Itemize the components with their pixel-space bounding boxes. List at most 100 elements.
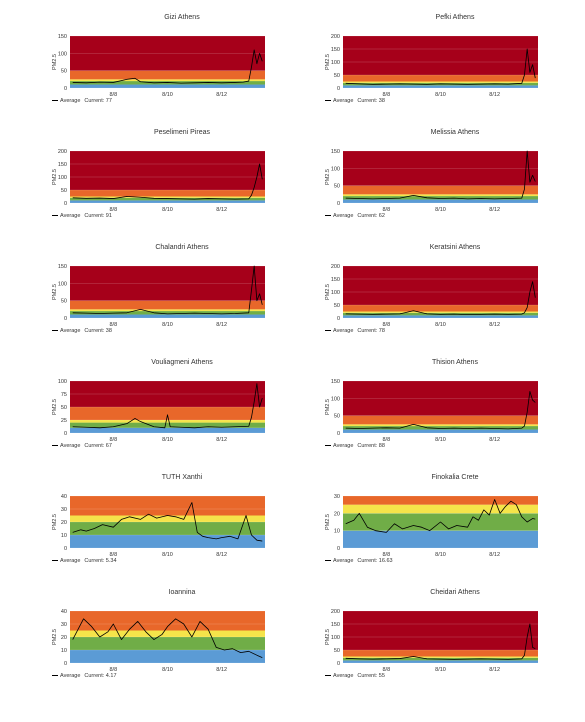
legend-label: Average [333, 443, 354, 449]
aqi-band [70, 151, 265, 190]
x-tick-label: 8/10 [162, 92, 173, 98]
aqi-band [343, 426, 538, 430]
chart-panel: Peselimeni Pireas 0 50 100 150 200 8/8 8/10 8/12… [52, 129, 312, 229]
y-tick-label: 50 [61, 188, 67, 194]
chart-legend: Average Current: 5.34 [52, 558, 117, 564]
legend-current-value: 55 [378, 673, 385, 679]
x-tick-label: 8/10 [435, 92, 446, 98]
aqi-band [70, 381, 265, 407]
series-line [72, 163, 263, 200]
aqi-band [70, 427, 265, 433]
x-tick-label: 8/10 [435, 667, 446, 673]
x-tick-label: 8/8 [383, 552, 391, 558]
legend-swatch [325, 445, 331, 447]
y-tick-label: 40 [61, 609, 67, 615]
y-axis-label: PM2.5 [52, 284, 58, 300]
chart-svg: 0 25 50 75 100 8/8 8/10 8/12 PM2.5 [52, 379, 265, 443]
aqi-band [343, 656, 538, 658]
chart-title: Thision Athens [432, 359, 478, 366]
x-tick-label: 8/12 [216, 437, 227, 443]
aqi-band [70, 311, 265, 315]
y-tick-label: 150 [58, 34, 67, 40]
chart-legend: Average Current: 4.17 [52, 673, 117, 679]
aqi-band [343, 415, 538, 425]
y-tick-label: 0 [337, 546, 340, 552]
legend-current-label: Current: [84, 558, 105, 564]
aqi-band [70, 309, 265, 312]
legend-label: Average [333, 673, 354, 679]
y-tick-label: 0 [337, 201, 340, 207]
aqi-band [70, 266, 265, 301]
chart-legend: Average Current: 38 [52, 328, 112, 334]
legend-current-label: Current: [84, 213, 105, 219]
y-tick-label: 200 [331, 264, 340, 270]
y-tick-label: 200 [58, 149, 67, 155]
x-tick-label: 8/8 [383, 667, 391, 673]
y-tick-label: 40 [61, 494, 67, 500]
y-tick-label: 100 [58, 281, 67, 287]
aqi-band [70, 300, 265, 310]
legend-swatch [52, 445, 58, 447]
series-line [72, 49, 263, 84]
aqi-band [343, 496, 538, 505]
y-tick-label: 25 [61, 418, 67, 424]
aqi-band [343, 650, 538, 657]
y-tick-label: 75 [61, 392, 67, 398]
x-tick-label: 8/10 [435, 552, 446, 558]
y-axis-label: PM2.5 [325, 169, 331, 185]
legend-label: Average [333, 98, 354, 104]
chart-title: Cheidari Athens [430, 589, 480, 596]
series-line [72, 383, 263, 429]
legend-current-label: Current: [357, 558, 378, 564]
series-line [345, 391, 536, 430]
y-tick-label: 0 [337, 661, 340, 667]
y-tick-label: 50 [61, 69, 67, 75]
aqi-band [343, 185, 538, 195]
chart-svg: 0 50 100 150 200 8/8 8/10 8/12 PM2.5 [325, 609, 538, 673]
series-line [345, 623, 536, 660]
y-axis-label: PM2.5 [325, 54, 331, 70]
aqi-band [70, 650, 265, 663]
y-tick-label: 150 [331, 47, 340, 53]
aqi-band [343, 266, 538, 305]
x-tick-label: 8/12 [489, 322, 500, 328]
aqi-band [70, 70, 265, 80]
aqi-band [343, 530, 538, 548]
y-tick-label: 100 [331, 60, 340, 66]
y-tick-label: 50 [334, 414, 340, 420]
chart-svg: 0 10 20 30 8/8 8/10 8/12 PM2.5 [325, 494, 538, 558]
aqi-band [70, 515, 265, 522]
aqi-band [70, 407, 265, 420]
y-tick-label: 50 [61, 405, 67, 411]
y-axis-label: PM2.5 [52, 399, 58, 415]
legend-label: Average [60, 673, 81, 679]
aqi-band [70, 496, 265, 516]
chart-title: TUTH Xanthi [161, 474, 203, 481]
aqi-band [70, 522, 265, 535]
y-tick-label: 100 [58, 51, 67, 57]
x-tick-label: 8/8 [110, 667, 118, 673]
y-tick-label: 10 [61, 533, 67, 539]
y-tick-label: 100 [58, 379, 67, 385]
legend-current-label: Current: [357, 98, 378, 104]
x-tick-label: 8/10 [435, 437, 446, 443]
aqi-band [70, 200, 265, 203]
aqi-band [343, 75, 538, 82]
aqi-band [343, 311, 538, 313]
chart-svg: 0 50 100 150 200 8/8 8/10 8/12 PM2.5 [52, 149, 265, 213]
y-tick-label: 0 [64, 661, 67, 667]
chart-title: Pefki Athens [435, 14, 475, 21]
legend-current-value: 78 [378, 328, 385, 334]
x-tick-label: 8/8 [110, 92, 118, 98]
legend-current-value: 88 [378, 443, 385, 449]
x-tick-label: 8/12 [216, 667, 227, 673]
chart-svg: 0 50 100 150 8/8 8/10 8/12 PM2.5 [52, 264, 265, 328]
series-line [345, 499, 536, 533]
y-tick-label: 30 [334, 494, 340, 500]
y-tick-label: 50 [334, 648, 340, 654]
y-axis-label: PM2.5 [325, 629, 331, 645]
x-tick-label: 8/10 [435, 322, 446, 328]
x-tick-label: 8/12 [489, 552, 500, 558]
y-tick-label: 30 [61, 507, 67, 513]
aqi-band [343, 429, 538, 433]
